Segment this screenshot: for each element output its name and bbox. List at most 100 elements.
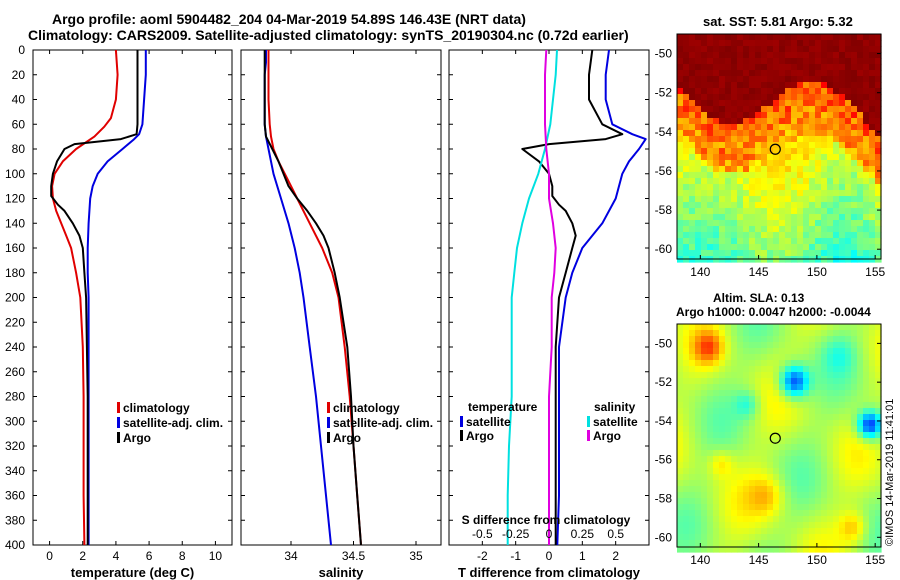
sla_map-cell (743, 498, 750, 505)
sst_map-cell (821, 196, 828, 203)
sla_map-cell (707, 450, 714, 457)
sst_map-cell (743, 64, 750, 71)
sst_map-cell (857, 196, 864, 203)
sst_map-cell (713, 64, 720, 71)
sla_map-cell (851, 480, 858, 487)
sst_map-cell (767, 244, 774, 251)
sla_map-cell (701, 528, 708, 535)
sst_map-cell (803, 106, 810, 113)
sla_map-cell (875, 444, 882, 451)
sla_map-cell (683, 522, 690, 529)
sst_map-cell (809, 88, 816, 95)
sla_map-cell (755, 348, 762, 355)
sla_map-cell (695, 342, 702, 349)
sla_map-cell (719, 498, 726, 505)
sla_map-cell (833, 516, 840, 523)
sla_map-cell (737, 384, 744, 391)
sla_map-cell (707, 486, 714, 493)
sla_map-cell (821, 498, 828, 505)
sst_map-cell (695, 76, 702, 83)
sla_map-cell (749, 354, 756, 361)
sla_map-cell (797, 336, 804, 343)
sst_map-cell (797, 166, 804, 173)
sst_map-cell (683, 202, 690, 209)
sla_map-cell (689, 498, 696, 505)
sst_map-cell (875, 70, 882, 77)
sla_map-cell (695, 468, 702, 475)
sst_map-cell (821, 220, 828, 227)
sla_map-cell (761, 330, 768, 337)
sst_map-cell (833, 148, 840, 155)
sst_map-cell (833, 124, 840, 131)
sla_map-cell (683, 462, 690, 469)
sst_map-cell (857, 130, 864, 137)
sst_map-cell (731, 178, 738, 185)
sst_map-cell (815, 202, 822, 209)
sla_map-cell (869, 360, 876, 367)
sla_map-cell (773, 486, 780, 493)
sst_map-cell (833, 76, 840, 83)
sla_map-cell (695, 456, 702, 463)
sla_map-cell (851, 510, 858, 517)
sst_map-cell (839, 190, 846, 197)
sst_map-cell (857, 226, 864, 233)
sla_map-cell (773, 438, 780, 445)
sst_map-cell (863, 64, 870, 71)
sst_map-cell (809, 160, 816, 167)
sst_map-cell (713, 178, 720, 185)
sla_map-cell (827, 336, 834, 343)
sst_map-cell (707, 118, 714, 125)
sla_map-cell (761, 402, 768, 409)
sst_map-ytick-label: -50 (655, 47, 673, 61)
sst_map-cell (839, 40, 846, 47)
sla_map-cell (707, 384, 714, 391)
sla_map-cell (827, 468, 834, 475)
sla_map-cell (803, 474, 810, 481)
sla_map-cell (863, 366, 870, 373)
sst_map-cell (707, 64, 714, 71)
sla_map-cell (863, 354, 870, 361)
sla_map-cell (761, 540, 768, 547)
sla_map-cell (845, 462, 852, 469)
sla_map-cell (719, 348, 726, 355)
sst_map-cell (737, 196, 744, 203)
sla_map-cell (875, 450, 882, 457)
sla_map-cell (749, 474, 756, 481)
sst_map-cell (731, 184, 738, 191)
sla_map-cell (713, 354, 720, 361)
sla_map-cell (719, 360, 726, 367)
sla_map-cell (689, 528, 696, 535)
sla_map-cell (683, 348, 690, 355)
sla_map-cell (737, 342, 744, 349)
sla_map-cell (791, 438, 798, 445)
sla_map-cell (677, 324, 684, 331)
sla_map-cell (689, 504, 696, 511)
sla_map-cell (677, 384, 684, 391)
sst_map-cell (851, 118, 858, 125)
sla_map-cell (701, 432, 708, 439)
sst_map-cell (743, 178, 750, 185)
sla_map-cell (701, 360, 708, 367)
sst_map-cell (743, 160, 750, 167)
sla_map-cell (701, 474, 708, 481)
sla_map-cell (815, 348, 822, 355)
sla_map-cell (815, 522, 822, 529)
sst_map-cell (761, 220, 768, 227)
sla_map-cell (731, 486, 738, 493)
sla_map-cell (695, 336, 702, 343)
sst_map-cell (689, 214, 696, 221)
sla_map-cell (725, 510, 732, 517)
sst_map-cell (689, 196, 696, 203)
sla_map-cell (809, 432, 816, 439)
sla_map-cell (755, 528, 762, 535)
temperature-legend-0-swatch (117, 402, 120, 413)
sst_map-cell (857, 214, 864, 221)
sla_map-cell (851, 444, 858, 451)
sla_map-cell (779, 408, 786, 415)
sst_map-cell (749, 208, 756, 215)
sst_map-cell (701, 154, 708, 161)
sla_map-cell (755, 354, 762, 361)
sst_map-cell (845, 46, 852, 53)
sla_map-cell (767, 534, 774, 541)
sla_map-cell (833, 444, 840, 451)
